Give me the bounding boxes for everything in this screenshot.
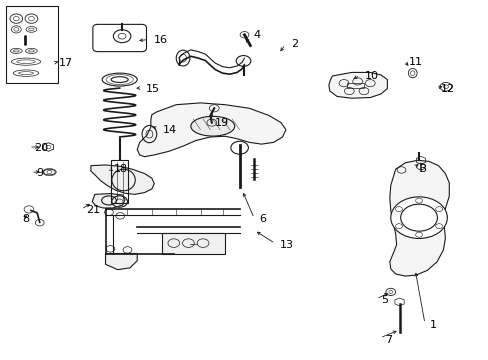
Text: 14: 14	[163, 125, 177, 135]
Polygon shape	[105, 253, 137, 270]
Text: 2: 2	[290, 39, 297, 49]
Polygon shape	[137, 103, 285, 157]
Text: 7: 7	[384, 334, 391, 345]
Polygon shape	[328, 72, 386, 98]
Bar	[161, 233, 224, 253]
Text: 12: 12	[440, 84, 454, 94]
Polygon shape	[92, 194, 125, 208]
Text: 13: 13	[280, 239, 293, 249]
Bar	[111, 160, 128, 203]
Bar	[5, 6, 58, 83]
Bar	[346, 83, 363, 88]
Text: 5: 5	[380, 295, 387, 305]
Text: 10: 10	[364, 71, 378, 81]
Text: 11: 11	[408, 57, 423, 67]
Text: 18: 18	[114, 164, 128, 174]
Text: 21: 21	[86, 206, 100, 216]
Polygon shape	[91, 165, 154, 194]
Text: 16: 16	[154, 35, 168, 45]
Text: 17: 17	[59, 58, 73, 68]
Text: 15: 15	[146, 84, 160, 94]
Text: 19: 19	[215, 118, 229, 128]
Text: 20: 20	[34, 143, 48, 153]
Text: 6: 6	[259, 215, 265, 224]
Ellipse shape	[190, 116, 234, 136]
Text: 4: 4	[253, 30, 260, 40]
Circle shape	[390, 197, 447, 238]
Polygon shape	[389, 160, 448, 276]
Text: 8: 8	[22, 215, 30, 224]
Text: 1: 1	[429, 320, 436, 330]
Text: 9: 9	[36, 168, 43, 178]
Text: 3: 3	[418, 164, 425, 174]
